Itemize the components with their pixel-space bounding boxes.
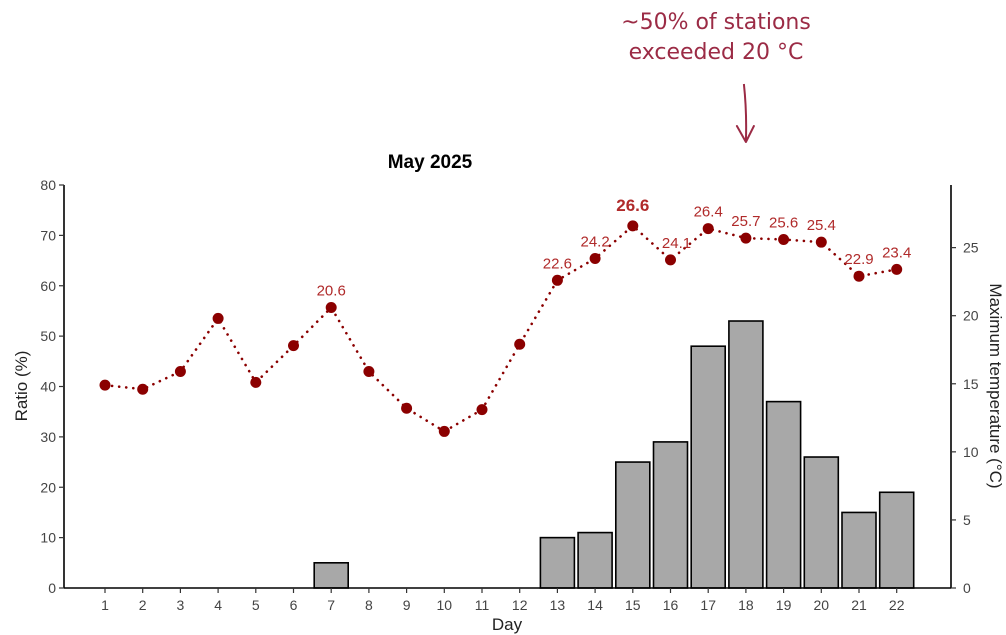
left-tick-label: 20 bbox=[40, 479, 56, 495]
bar-day-15 bbox=[614, 461, 651, 589]
point-label-day-16: 24.1 bbox=[662, 235, 691, 252]
bar-day-22 bbox=[878, 491, 915, 589]
annotation-text: ~50% of stations exceeded 20 °C bbox=[596, 8, 836, 68]
x-tick-label: 15 bbox=[625, 597, 641, 613]
bar-day-19 bbox=[765, 400, 802, 589]
x-tick-label: 18 bbox=[738, 597, 754, 613]
bar-day-17 bbox=[690, 345, 727, 589]
x-axis-label: Day bbox=[492, 615, 523, 634]
point-day-22 bbox=[891, 263, 903, 275]
point-day-14 bbox=[589, 253, 601, 265]
left-tick-label: 0 bbox=[48, 580, 56, 596]
right-axis-label: Maximum temperature (°C) bbox=[986, 283, 1005, 488]
bar-day-7 bbox=[313, 562, 350, 589]
point-label-day-15: 26.6 bbox=[616, 196, 649, 215]
point-label-day-20: 25.4 bbox=[807, 217, 836, 234]
x-tick-label: 6 bbox=[290, 597, 298, 613]
x-tick-label: 4 bbox=[214, 597, 222, 613]
point-day-15 bbox=[627, 220, 639, 232]
x-tick-label: 8 bbox=[365, 597, 373, 613]
left-tick-label: 50 bbox=[40, 328, 56, 344]
right-tick-label: 20 bbox=[963, 308, 979, 324]
bar-day-20 bbox=[803, 456, 840, 589]
x-tick-label: 12 bbox=[512, 597, 528, 613]
left-tick-label: 60 bbox=[40, 278, 56, 294]
point-label-day-21: 22.9 bbox=[844, 251, 873, 268]
x-tick-label: 14 bbox=[587, 597, 603, 613]
x-tick-label: 21 bbox=[851, 597, 867, 613]
bar-day-13 bbox=[539, 536, 576, 589]
point-label-day-17: 26.4 bbox=[694, 204, 723, 221]
point-day-7 bbox=[325, 302, 337, 314]
point-label-day-18: 25.7 bbox=[731, 213, 760, 230]
right-tick-label: 10 bbox=[963, 444, 979, 460]
right-tick-label: 15 bbox=[963, 376, 979, 392]
x-tick-label: 7 bbox=[327, 597, 335, 613]
annotation-line-2: exceeded 20 °C bbox=[628, 40, 804, 65]
x-tick-label: 22 bbox=[889, 597, 905, 613]
point-day-17 bbox=[702, 223, 714, 235]
x-tick-label: 20 bbox=[814, 597, 830, 613]
x-tick-label: 10 bbox=[437, 597, 453, 613]
right-tick-label: 5 bbox=[963, 512, 971, 528]
x-tick-label: 5 bbox=[252, 597, 260, 613]
x-tick-label: 17 bbox=[700, 597, 716, 613]
point-day-2 bbox=[137, 383, 149, 395]
point-day-13 bbox=[551, 274, 563, 286]
point-day-5 bbox=[250, 376, 262, 388]
bars-layer bbox=[313, 320, 915, 589]
right-tick-label: 25 bbox=[963, 240, 979, 256]
point-label-day-22: 23.4 bbox=[882, 244, 911, 261]
point-day-16 bbox=[665, 254, 676, 266]
text-layer: 20.6 22.6 24.2 26.6 24.126.4 25.7 25.6 25.4 22.9… bbox=[12, 83, 1005, 634]
left-tick-label: 40 bbox=[40, 379, 56, 395]
point-day-20 bbox=[815, 236, 827, 248]
point-day-19 bbox=[778, 233, 790, 245]
point-day-10 bbox=[438, 425, 450, 437]
bar-day-21 bbox=[841, 511, 877, 589]
x-tick-label: 3 bbox=[177, 597, 185, 613]
point-day-21 bbox=[853, 270, 865, 282]
x-tick-label: 11 bbox=[475, 597, 490, 613]
point-day-1 bbox=[99, 379, 111, 391]
left-tick-label: 10 bbox=[40, 530, 56, 546]
point-day-18 bbox=[740, 232, 752, 244]
x-tick-label: 16 bbox=[663, 597, 679, 613]
x-tick-label: 19 bbox=[776, 597, 792, 613]
annotation-arrow-shaft bbox=[742, 83, 748, 142]
x-tick-label: 9 bbox=[403, 597, 411, 613]
point-label-day-14: 24.2 bbox=[580, 234, 609, 251]
left-axis-label: Ratio (%) bbox=[12, 351, 31, 422]
point-day-6 bbox=[288, 340, 299, 352]
annotation-arrow-head bbox=[735, 125, 755, 143]
x-tick-label: 13 bbox=[550, 597, 566, 613]
point-day-9 bbox=[401, 402, 413, 414]
bar-day-18 bbox=[728, 320, 764, 589]
annotation-line-1: ~50% of stations bbox=[621, 10, 811, 35]
point-day-3 bbox=[174, 366, 186, 378]
point-label-day-7: 20.6 bbox=[317, 283, 346, 300]
bar-day-16 bbox=[652, 441, 689, 589]
x-tick-label: 2 bbox=[139, 597, 147, 613]
x-tick-label: 1 bbox=[101, 597, 109, 613]
point-day-8 bbox=[363, 366, 375, 378]
chart-title: May 2025 bbox=[388, 152, 473, 173]
point-day-4 bbox=[212, 312, 224, 324]
point-label-day-13: 22.6 bbox=[543, 255, 572, 272]
point-label-day-19: 25.6 bbox=[769, 214, 798, 231]
left-tick-label: 80 bbox=[40, 177, 56, 193]
right-tick-label: 0 bbox=[963, 580, 971, 596]
left-tick-label: 30 bbox=[40, 429, 56, 445]
left-tick-label: 70 bbox=[40, 227, 56, 243]
point-day-12 bbox=[514, 338, 526, 350]
line-layer bbox=[99, 220, 903, 437]
temperature-line bbox=[103, 224, 899, 433]
bar-day-14 bbox=[577, 531, 613, 589]
point-day-11 bbox=[476, 404, 488, 416]
